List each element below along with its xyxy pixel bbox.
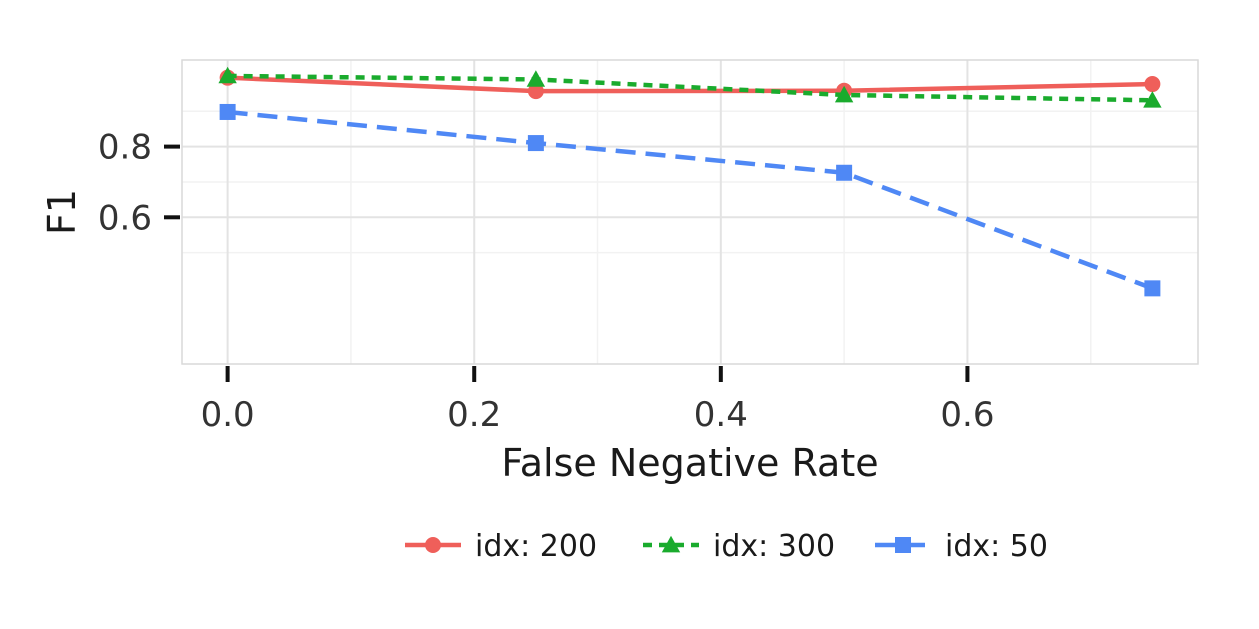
x-tick-label: 0.4 [694, 395, 748, 435]
series-group [218, 66, 1162, 108]
data-point [1144, 76, 1161, 93]
data-point [834, 85, 854, 103]
x-tick-label: 0.0 [201, 395, 255, 435]
legend-label: idx: 200 [475, 529, 597, 564]
data-point [1144, 280, 1161, 297]
series-line [227, 109, 1154, 291]
series-group [219, 103, 1161, 297]
legend-marker [661, 535, 681, 553]
series-group [219, 69, 1161, 100]
y-tick-label: 0.6 [98, 198, 152, 238]
grid-layer [182, 60, 1198, 364]
legend-label: idx: 50 [945, 529, 1048, 564]
data-point [218, 66, 237, 84]
data-point [1143, 91, 1162, 108]
legend-label: idx: 300 [713, 529, 835, 564]
legend-item: idx: 300 [643, 529, 835, 564]
series-layer [218, 66, 1162, 297]
axis-layer: 0.0 0.2 0.4 0.6 0.6 0.8 [98, 128, 995, 435]
data-point [526, 70, 546, 87]
legend-item: idx: 200 [405, 529, 597, 564]
series-line [227, 75, 1153, 94]
series-line [227, 73, 1153, 103]
data-point [219, 103, 236, 120]
x-axis-title: False Negative Rate [501, 441, 878, 485]
legend-marker [895, 537, 911, 553]
plot-panel-border [181, 59, 1199, 365]
legend-item: idx: 50 [875, 529, 1048, 564]
data-point [836, 164, 853, 181]
x-tick-label: 0.6 [940, 395, 994, 435]
legend-marker [425, 537, 441, 553]
data-point [527, 83, 544, 100]
x-tick-label: 0.2 [447, 395, 501, 435]
legend: idx: 200 idx: 300 idx: 50 [405, 529, 1048, 564]
y-tick-label: 0.8 [98, 128, 152, 168]
y-axis-title: F1 [40, 189, 84, 235]
data-point [527, 135, 544, 152]
